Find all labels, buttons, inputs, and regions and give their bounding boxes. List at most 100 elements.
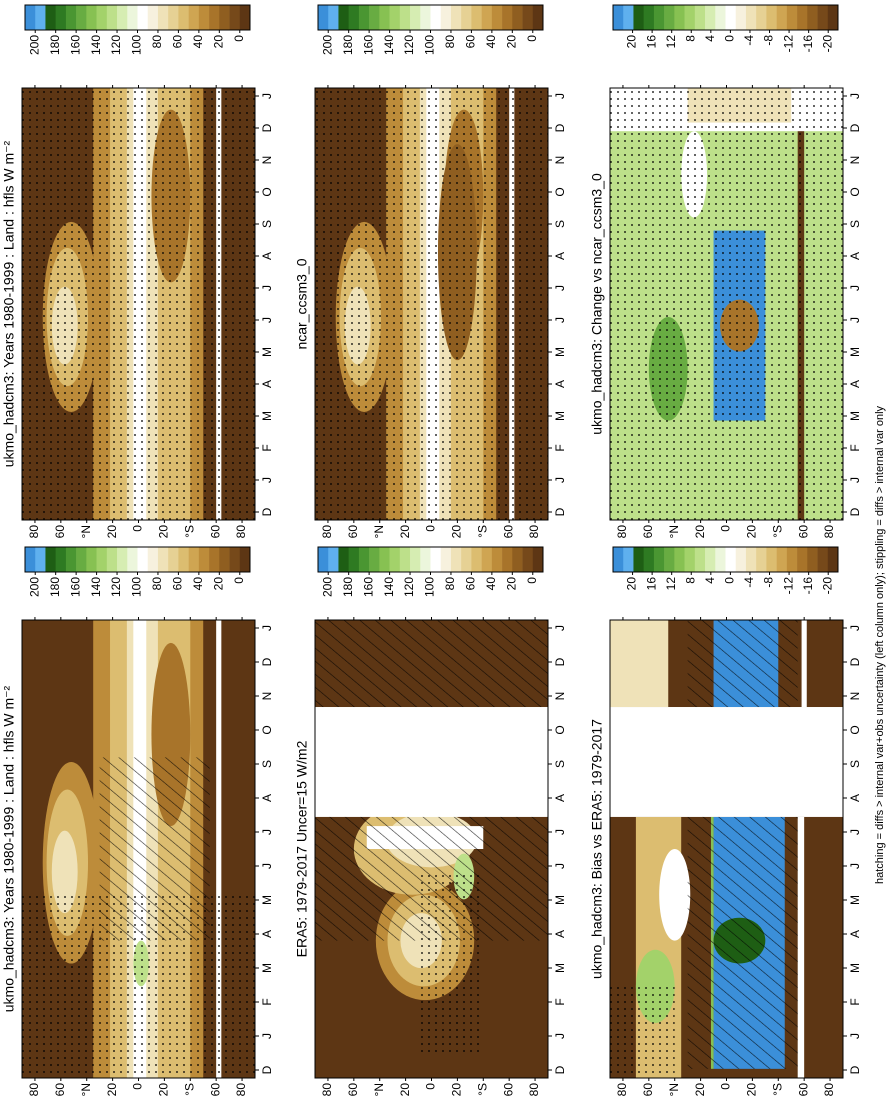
- x-tick-label: A: [553, 380, 567, 388]
- x-tick-label: M: [848, 963, 862, 973]
- stippling: [22, 894, 255, 1078]
- colorbar-cell: [25, 547, 36, 572]
- colorbar-cell: [684, 5, 696, 30]
- colorbar-tick-label: 100: [423, 577, 437, 597]
- colorbar-cell: [76, 547, 87, 572]
- x-tick-label: S: [553, 760, 567, 768]
- x-tick-label: A: [260, 930, 274, 938]
- colorbar-cell: [86, 547, 97, 572]
- colorbar-cell: [623, 547, 634, 572]
- y-tick-label: 20: [693, 525, 707, 539]
- y-tick-label: °N: [667, 1083, 681, 1096]
- colorbar-tick-label: 160: [361, 577, 375, 597]
- field-region: [801, 620, 807, 708]
- colorbar-cell: [198, 5, 210, 30]
- y-tick-label: °N: [372, 525, 386, 538]
- x-tick-label: A: [848, 794, 862, 802]
- colorbar-cell: [369, 5, 380, 30]
- x-tick-label: M: [260, 895, 274, 905]
- x-tick-label: F: [260, 444, 274, 451]
- colorbar-tick-label: 140: [382, 35, 396, 55]
- panel-title: ukmo_hadcm3: Change vs ncar_ccsm3_0: [589, 173, 605, 435]
- x-tick-label: J: [848, 317, 862, 323]
- x-tick-label: M: [848, 347, 862, 357]
- y-tick-label: 0: [131, 1083, 145, 1090]
- colorbar-cell: [797, 547, 808, 572]
- colorbar-cell: [55, 547, 67, 572]
- x-tick-label: D: [848, 123, 862, 132]
- colorbar-tick-label: 60: [464, 577, 478, 591]
- x-tick-label: J: [553, 829, 567, 835]
- colorbar-cell: [786, 5, 798, 30]
- x-tick-label: J: [848, 863, 862, 869]
- colorbar-cell: [461, 5, 472, 30]
- colorbar-cell: [137, 547, 149, 572]
- y-tick-label: °S: [475, 525, 489, 538]
- x-tick-label: O: [848, 187, 862, 196]
- y-tick-label: 0: [719, 1083, 733, 1090]
- y-tick-label: °N: [79, 1083, 93, 1096]
- colorbar-cell: [735, 547, 747, 572]
- colorbar-cell: [776, 5, 788, 30]
- y-tick-label: 80: [27, 1083, 41, 1097]
- y-tick-label: 0: [424, 1083, 438, 1090]
- colorbar-tick-label: 100: [130, 577, 144, 597]
- colorbar-cell: [65, 547, 77, 572]
- colorbar-cell: [55, 5, 67, 30]
- y-tick-label: 20: [450, 525, 464, 539]
- colorbar-cell: [389, 547, 401, 572]
- x-tick-label: S: [848, 220, 862, 228]
- colorbar-cell: [694, 5, 706, 30]
- x-tick-label: J: [260, 863, 274, 869]
- x-tick-label: O: [260, 725, 274, 734]
- colorbar-cell: [358, 547, 370, 572]
- y-tick-label: 80: [320, 525, 334, 539]
- x-tick-label: D: [553, 507, 567, 516]
- y-tick-label: 60: [501, 525, 515, 539]
- x-tick-label: S: [260, 220, 274, 228]
- y-tick-label: 80: [822, 525, 836, 539]
- y-tick-label: 60: [208, 525, 222, 539]
- x-tick-label: S: [260, 760, 274, 768]
- colorbar-cell: [532, 5, 544, 30]
- y-tick-label: 80: [527, 525, 541, 539]
- x-tick-label: F: [553, 998, 567, 1005]
- y-tick-label: °N: [372, 1083, 386, 1096]
- y-tick-label: 80: [320, 1083, 334, 1097]
- colorbar-tick-label: 120: [109, 35, 123, 55]
- colorbar-tick-label: -12: [781, 35, 795, 53]
- colorbar-cell: [653, 5, 665, 30]
- colorbar-cell: [25, 5, 36, 30]
- colorbar-cell: [35, 547, 46, 572]
- colorbar-cell: [137, 5, 149, 30]
- colorbar-cell: [198, 547, 210, 572]
- colorbar-tick-label: -8: [762, 35, 776, 46]
- field: [22, 88, 255, 520]
- colorbar-cell: [817, 547, 829, 572]
- x-tick-label: J: [553, 477, 567, 483]
- hatching: [687, 816, 798, 1069]
- x-tick-label: J: [553, 625, 567, 631]
- colorbar-tick-label: 40: [191, 35, 205, 49]
- colorbar-tick-label: -4: [742, 35, 756, 46]
- colorbar-tick-label: 20: [211, 577, 225, 591]
- stippling: [315, 88, 548, 520]
- colorbar-tick-label: 4: [703, 35, 717, 42]
- x-tick-label: J: [848, 93, 862, 99]
- x-tick-label: D: [260, 507, 274, 516]
- x-tick-label: A: [260, 794, 274, 802]
- x-tick-label: S: [848, 760, 862, 768]
- colorbar-tick-label: 180: [341, 35, 355, 55]
- colorbar-tick-label: 4: [703, 577, 717, 584]
- colorbar-cell: [684, 547, 696, 572]
- x-tick-label: S: [553, 220, 567, 228]
- colorbar-cell: [348, 547, 360, 572]
- x-tick-label: N: [848, 692, 862, 701]
- stippling: [610, 88, 843, 520]
- colorbar-cell: [348, 5, 360, 30]
- colorbar-cell: [239, 5, 251, 30]
- colorbar-cell: [725, 547, 737, 572]
- colorbar-cell: [178, 547, 189, 572]
- colorbar-tick-label: 12: [664, 577, 678, 591]
